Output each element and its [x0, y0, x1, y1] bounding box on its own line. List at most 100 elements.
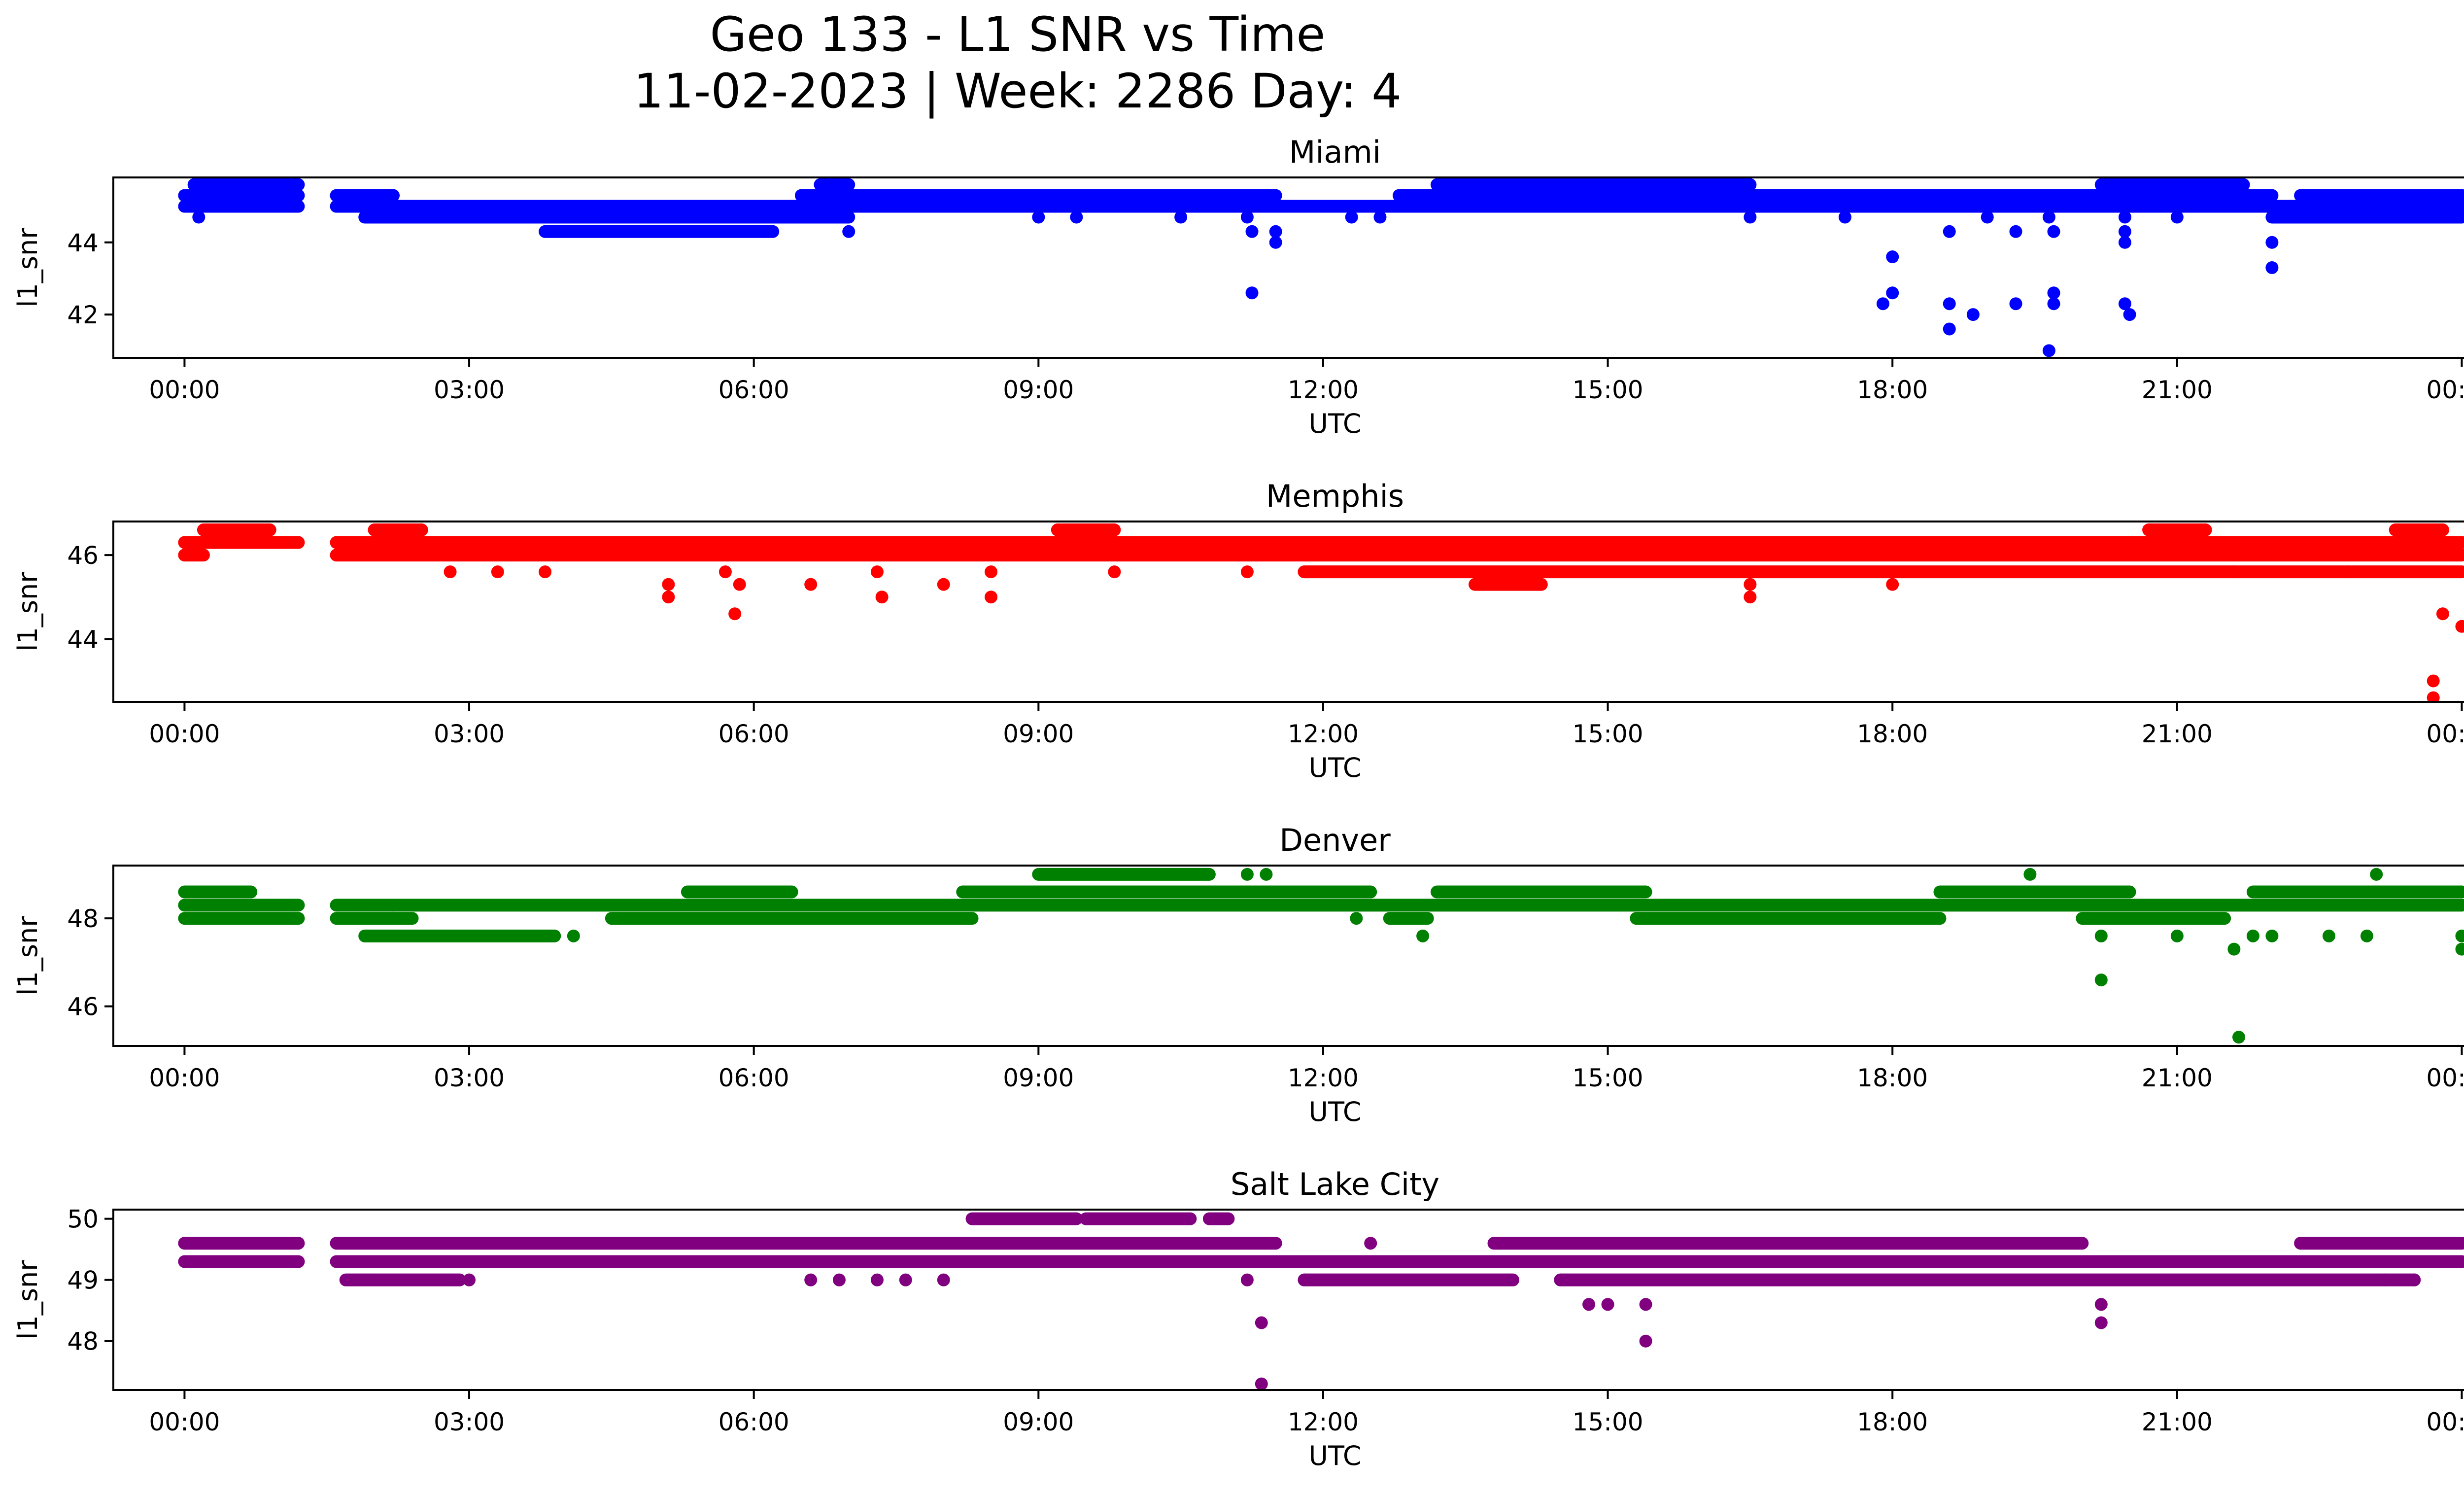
data-point	[985, 565, 998, 579]
subplot-title: Miami	[1289, 134, 1381, 170]
data-point	[2047, 286, 2060, 300]
data-point	[1744, 591, 1757, 604]
data-point	[387, 899, 400, 912]
x-tick-label: 00:00	[2426, 1408, 2464, 1436]
data-point	[463, 1273, 476, 1286]
x-tick-label: 18:00	[1857, 1408, 1928, 1436]
data-points	[178, 1212, 2464, 1390]
data-point	[1240, 1273, 1254, 1286]
data-point	[2427, 691, 2440, 702]
data-point	[832, 1273, 846, 1286]
x-tick-label: 18:00	[1857, 1064, 1928, 1092]
data-point	[2042, 210, 2055, 224]
y-axis-label: l1_snr	[12, 1260, 43, 1340]
x-tick-label: 09:00	[1003, 376, 1074, 404]
x-tick-label: 00:00	[2426, 720, 2464, 748]
data-point	[2232, 1031, 2245, 1044]
x-axis-label: UTC	[1308, 408, 1361, 439]
x-tick-label: 21:00	[2142, 720, 2213, 748]
y-tick-label: 46	[67, 541, 99, 570]
data-point	[2246, 929, 2259, 942]
x-tick-label: 15:00	[1573, 1408, 1643, 1436]
subplot-title: Denver	[1279, 822, 1391, 858]
x-tick-label: 15:00	[1573, 1064, 1643, 1092]
data-point	[491, 565, 504, 579]
data-points	[178, 523, 2464, 702]
x-tick-label: 21:00	[2142, 1064, 2213, 1092]
subplots: Miami 00:00 03:00 06:00 09:00 12:00 15:00 18:00…	[12, 134, 2464, 1471]
subplot-salt-lake-city: Salt Lake City 00:00 03:00 06:00 09:00 12:00 1…	[12, 1166, 2464, 1471]
x-tick-label: 06:00	[719, 1064, 789, 1092]
y-tick-label: 46	[67, 993, 99, 1021]
data-point	[1943, 322, 1956, 336]
data-point	[2170, 210, 2184, 224]
subplot-title: Salt Lake City	[1231, 1166, 1439, 1202]
data-point	[1240, 565, 1254, 579]
data-point	[2284, 210, 2297, 224]
data-point	[1886, 578, 1899, 591]
data-point	[1350, 912, 1363, 925]
x-tick-label: 18:00	[1857, 376, 1928, 404]
data-point	[1838, 210, 1851, 224]
data-point	[1639, 1334, 1652, 1348]
x-axis-label: UTC	[1308, 1096, 1361, 1127]
data-point	[2118, 297, 2131, 311]
data-point	[1032, 210, 1045, 224]
data-point	[662, 591, 675, 604]
x-tick-label: 12:00	[1288, 376, 1359, 404]
data-point	[1240, 868, 1254, 881]
data-point	[2009, 225, 2022, 238]
data-point	[2094, 929, 2108, 942]
data-point	[756, 225, 770, 238]
data-point	[719, 565, 732, 579]
x-tick-label: 15:00	[1573, 376, 1643, 404]
data-point	[1245, 225, 1259, 238]
x-tick-label: 09:00	[1003, 720, 1074, 748]
data-point	[2094, 973, 2108, 987]
data-point	[1886, 286, 1899, 300]
x-tick-label: 00:00	[149, 720, 220, 748]
data-point	[1269, 236, 1282, 249]
plot-frame	[112, 1209, 2464, 1391]
plot-frame	[112, 865, 2464, 1047]
data-point	[2094, 1316, 2108, 1329]
data-point	[2455, 929, 2464, 942]
data-point	[1943, 297, 1956, 311]
data-point	[2009, 297, 2022, 311]
data-point	[1886, 250, 1899, 264]
subplot-miami: Miami 00:00 03:00 06:00 09:00 12:00 15:00 18:00…	[12, 134, 2464, 439]
data-points	[178, 868, 2464, 1044]
data-point	[1373, 210, 1387, 224]
plot-frame	[112, 521, 2464, 703]
data-point	[1744, 578, 1757, 591]
data-point	[192, 210, 205, 224]
subplot-denver: Denver 00:00 03:00 06:00 09:00 12:00 15:00 18:0…	[12, 822, 2464, 1127]
data-point	[2455, 620, 2464, 633]
data-point	[1260, 868, 1273, 881]
x-tick-label: 00:00	[149, 1064, 220, 1092]
data-point	[804, 1273, 818, 1286]
data-point	[899, 1273, 912, 1286]
x-axis-label: UTC	[1308, 752, 1361, 783]
plot-frame	[112, 176, 2464, 359]
x-axis-label: UTC	[1308, 1440, 1361, 1471]
data-point	[1245, 286, 1259, 300]
y-tick-label: 44	[67, 229, 99, 257]
data-point	[1582, 1298, 1596, 1311]
data-point	[2265, 929, 2279, 942]
data-point	[2265, 236, 2279, 249]
data-point	[937, 578, 950, 591]
data-point	[1269, 225, 1282, 238]
data-point	[1981, 210, 1994, 224]
data-point	[2118, 210, 2131, 224]
x-tick-label: 12:00	[1288, 720, 1359, 748]
data-point	[2023, 868, 2037, 881]
x-tick-label: 00:00	[149, 1408, 220, 1436]
data-point	[2436, 607, 2449, 621]
data-point	[875, 591, 889, 604]
data-point	[985, 591, 998, 604]
data-points	[178, 178, 2464, 357]
y-axis-label: l1_snr	[12, 228, 43, 308]
data-point	[2170, 929, 2184, 942]
data-point	[235, 885, 248, 899]
